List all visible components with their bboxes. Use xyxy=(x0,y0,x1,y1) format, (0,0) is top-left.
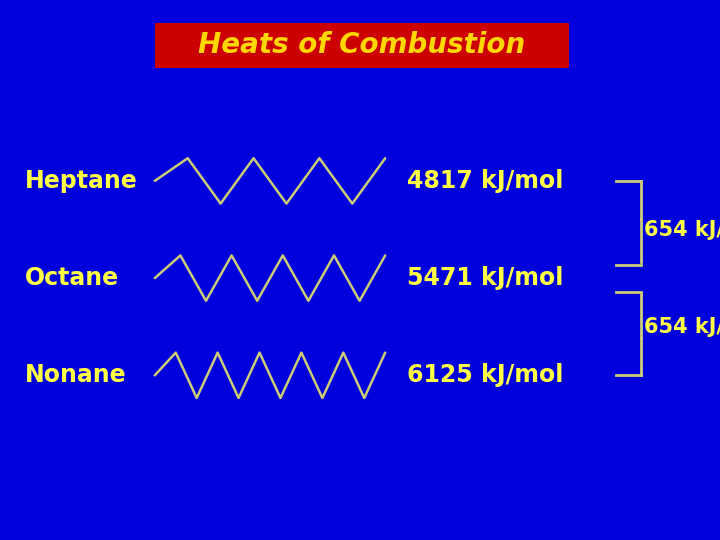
Text: 654 kJ/mol: 654 kJ/mol xyxy=(644,219,720,240)
Text: 4817 kJ/mol: 4817 kJ/mol xyxy=(407,169,563,193)
Text: Heats of Combustion: Heats of Combustion xyxy=(198,31,526,59)
Text: Heptane: Heptane xyxy=(25,169,138,193)
Text: Nonane: Nonane xyxy=(25,363,127,387)
Text: 5471 kJ/mol: 5471 kJ/mol xyxy=(407,266,563,290)
FancyBboxPatch shape xyxy=(155,23,569,68)
Text: 6125 kJ/mol: 6125 kJ/mol xyxy=(407,363,563,387)
Text: 654 kJ/mol: 654 kJ/mol xyxy=(644,316,720,337)
Text: Octane: Octane xyxy=(25,266,120,290)
